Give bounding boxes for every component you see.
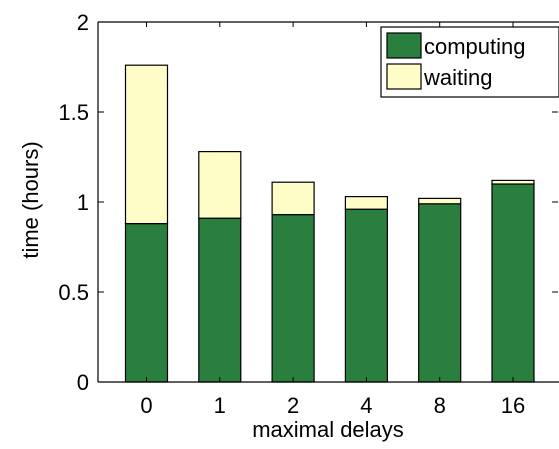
- legend-swatch-waiting: [386, 63, 422, 90]
- y-tick-label-0.5: 0.5: [58, 280, 89, 305]
- x-tick-label-16: 16: [501, 393, 525, 418]
- axes: 0 1 2 4 8 16 0 0.5 1 1.5 2: [58, 10, 559, 418]
- bar-computing-1: [198, 217, 242, 383]
- bar-computing-8: [418, 203, 462, 383]
- bar-waiting-1: [198, 151, 242, 219]
- y-tick-label-1: 1: [77, 190, 89, 215]
- bar-waiting-2: [271, 181, 315, 216]
- bar-computing-4: [344, 208, 388, 383]
- y-axis-label: time (hours): [18, 141, 43, 258]
- y-tick-label-1.5: 1.5: [58, 100, 89, 125]
- bar-computing-2: [271, 214, 315, 383]
- x-tick-label-1: 1: [214, 393, 226, 418]
- bar-computing-16: [491, 183, 535, 383]
- legend-label-computing: computing: [424, 34, 526, 59]
- bar-waiting-0: [124, 64, 169, 225]
- bar-waiting-4: [344, 196, 388, 210]
- y-tick-label-0: 0: [77, 370, 89, 395]
- bar-waiting-16: [491, 179, 535, 185]
- x-tick-label-2: 2: [287, 393, 299, 418]
- bar-computing-0: [124, 223, 169, 383]
- x-tick-label-0: 0: [140, 393, 152, 418]
- y-tick-label-2: 2: [77, 10, 89, 35]
- x-tick-label-4: 4: [360, 393, 372, 418]
- bar-waiting-8: [418, 197, 462, 205]
- x-axis-label: maximal delays: [252, 417, 404, 442]
- x-tick-label-8: 8: [434, 393, 446, 418]
- legend-label-waiting: waiting: [423, 65, 492, 90]
- legend: computing waiting: [380, 26, 559, 98]
- legend-swatch-computing: [386, 32, 422, 59]
